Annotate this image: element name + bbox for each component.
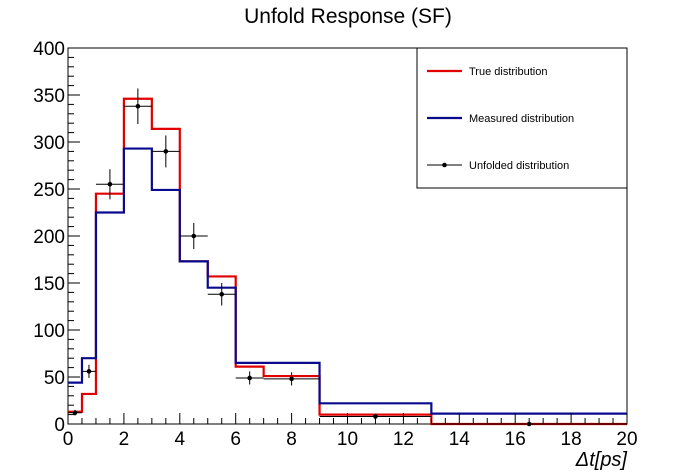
unfolded-data-point	[247, 375, 252, 381]
y-axis: 0 50 100 150 200 250 300 350 400	[33, 39, 80, 436]
x-tick-label: 8	[286, 429, 297, 450]
y-tick-label: 150	[33, 274, 65, 295]
y-tick-label: 50	[44, 368, 65, 389]
unfolded-data-point	[219, 291, 225, 297]
x-tick-label: 18	[561, 429, 582, 450]
chart-title: Unfold Response (SF)	[244, 5, 452, 28]
unfolded-data-point	[373, 414, 378, 419]
legend-label-unfolded-distribution: Unfolded distribution	[469, 160, 569, 172]
x-tick-label: 14	[449, 429, 471, 450]
y-tick-label: 100	[33, 321, 65, 342]
x-tick-label: 16	[505, 429, 526, 450]
legend-label-measured-distribution: Measured distribution	[469, 113, 574, 125]
unfolded-data-point	[72, 410, 78, 416]
y-tick-label: 0	[54, 415, 65, 436]
x-tick-label: 12	[393, 429, 414, 450]
x-tick-label: 10	[337, 429, 358, 450]
x-tick-label: 6	[230, 429, 241, 450]
unfolded-data-point	[86, 369, 92, 374]
y-tick-label: 300	[33, 133, 65, 154]
y-tick-label: 250	[33, 180, 65, 201]
y-tick-label: 400	[33, 39, 65, 60]
x-axis-title: Δt[ps]	[575, 449, 628, 471]
x-tick-label: 4	[175, 429, 186, 450]
unfolded-data-point	[289, 376, 294, 382]
unfolded-data-point	[163, 149, 169, 154]
legend: True distribution Measured distribution Un…	[416, 47, 628, 189]
x-tick-label: 20	[616, 429, 637, 450]
x-tick-label: 2	[119, 429, 130, 450]
y-tick-label: 350	[33, 86, 65, 107]
unfolded-data-point	[135, 103, 141, 109]
legend-marker-unfolded-distribution	[442, 162, 447, 168]
measured-distribution-line	[68, 147, 627, 415]
x-tick-label: 0	[63, 429, 74, 450]
unfolded-data-point	[191, 233, 197, 239]
unfolded-data-point	[107, 182, 113, 187]
y-tick-label: 200	[33, 227, 65, 248]
x-axis: 0 2 4 6 8 10 12 14 16 18 20	[63, 413, 638, 450]
legend-label-true-distribution: True distribution	[469, 66, 547, 78]
